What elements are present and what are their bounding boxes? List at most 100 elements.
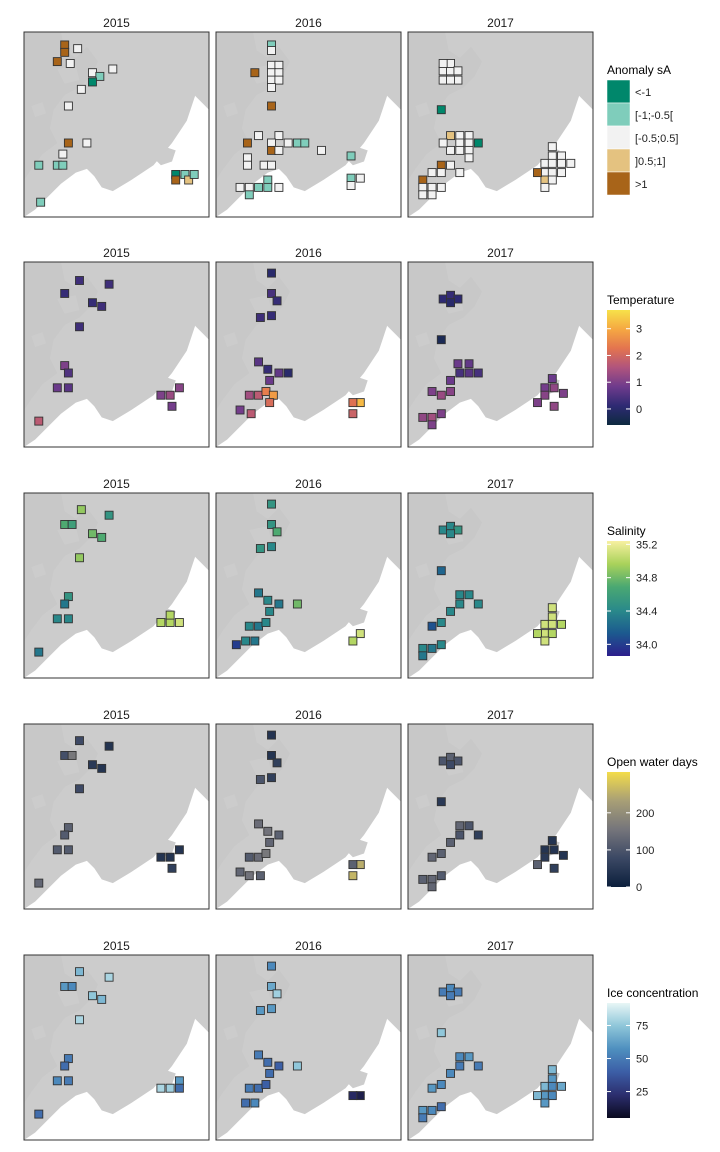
grid-cell (63, 614, 73, 624)
grid-cell (63, 101, 73, 111)
grid-cell (34, 416, 44, 426)
legend: Anomaly sA <-1 [-1;-0.5[[-0.5;0.5]]0.5;1] >… (606, 63, 678, 196)
grid-cell (418, 643, 428, 653)
grid-cell (438, 987, 448, 997)
grid-cell (267, 46, 276, 55)
panel-title: 2015 (103, 708, 130, 722)
grid-cell (540, 158, 550, 168)
grid-cell (87, 760, 97, 770)
grid-cell (254, 131, 264, 141)
legend-title: Anomaly sA (607, 63, 671, 77)
grid-cell (427, 1105, 437, 1115)
grid-cell (263, 364, 273, 374)
grid-cell (557, 168, 566, 178)
map-panel (407, 492, 594, 679)
grid-cell (272, 989, 282, 999)
grid-cell (455, 1061, 465, 1071)
map-panel (23, 954, 210, 1141)
grid-cell (436, 182, 446, 192)
grid-cell (63, 592, 73, 602)
grid-cell (464, 145, 474, 155)
grid-cell (184, 175, 194, 185)
legend: Salinity 34.0 34.4 34.8 35.2 (607, 524, 657, 656)
grid-cell (246, 409, 256, 419)
grid-cell (63, 823, 73, 833)
grid-cell (446, 837, 455, 847)
panel-title: 2016 (295, 16, 322, 30)
grid-cell (438, 294, 448, 304)
grid-cell (446, 290, 455, 300)
grid-cell (446, 529, 455, 539)
grid-cell (436, 1102, 446, 1112)
grid-cell (547, 1065, 557, 1075)
grid-cell (75, 276, 84, 285)
panel-border (215, 31, 402, 218)
grid-cell (67, 520, 77, 529)
grid-cell (446, 983, 455, 993)
grid-cell (87, 77, 97, 87)
grid-cell (540, 383, 550, 393)
grid-cell (265, 398, 275, 408)
grid-cell (267, 982, 276, 991)
grid-cell (453, 75, 463, 85)
grid-cell (464, 153, 474, 163)
grid-cell (348, 636, 358, 646)
legend-label: ]0.5;1] (635, 156, 666, 168)
grid-cell (427, 874, 437, 884)
panel-border (23, 954, 210, 1141)
legend: Open water days 0 100 200 (607, 755, 698, 894)
grid-cell (427, 1083, 437, 1093)
grid-cell (427, 168, 437, 178)
grid-cell (63, 1054, 73, 1064)
grid-cell (418, 412, 428, 422)
grid-cell (446, 760, 455, 770)
grid-cell (473, 599, 483, 609)
grid-cell (60, 830, 70, 840)
grid-cell (292, 599, 302, 609)
grid-cell (241, 1098, 251, 1108)
grid-cell (427, 643, 437, 653)
grid-cell (427, 621, 437, 631)
grid-cell (76, 505, 86, 515)
grid-cell (540, 619, 550, 629)
grid-cell (549, 401, 559, 411)
figure-row-3: 2015 2016 2017 Open water days 0 100 200 (23, 708, 698, 910)
grid-cell (254, 1050, 264, 1060)
panel-border (215, 492, 402, 679)
grid-cell (267, 268, 276, 278)
grid-cell (438, 525, 448, 535)
grid-cell (104, 510, 114, 520)
panel-title: 2017 (487, 477, 514, 491)
grid-cell (174, 845, 184, 855)
grid-cell (464, 359, 474, 369)
panel-title: 2015 (103, 939, 130, 953)
grid-cell (547, 142, 557, 152)
grid-cell (446, 1068, 455, 1078)
colorbar-tick-label: 50 (636, 1054, 648, 1066)
grid-cell (52, 614, 62, 624)
grid-cell (540, 390, 550, 400)
panel-border (407, 492, 594, 679)
grid-cell (348, 871, 358, 881)
grid-cell (267, 1004, 276, 1014)
grid-cell (348, 409, 358, 419)
grid-cell (255, 871, 265, 881)
grid-cell (274, 145, 284, 155)
grid-cell (436, 1028, 446, 1038)
panel-title: 2016 (295, 477, 322, 491)
grid-cell (418, 651, 428, 661)
colorbar-tick-label: 75 (636, 1020, 648, 1032)
grid-cell (547, 1091, 557, 1101)
grid-cell (104, 279, 114, 289)
panel-border (407, 261, 594, 448)
grid-cell (446, 991, 455, 1001)
panel-border (215, 261, 402, 448)
grid-cell (464, 368, 474, 378)
grid-cell (453, 66, 463, 76)
grid-cell (104, 972, 114, 982)
grid-cell (97, 763, 107, 773)
grid-cell (156, 618, 166, 627)
grid-cell (427, 852, 437, 862)
grid-cell (438, 66, 448, 76)
